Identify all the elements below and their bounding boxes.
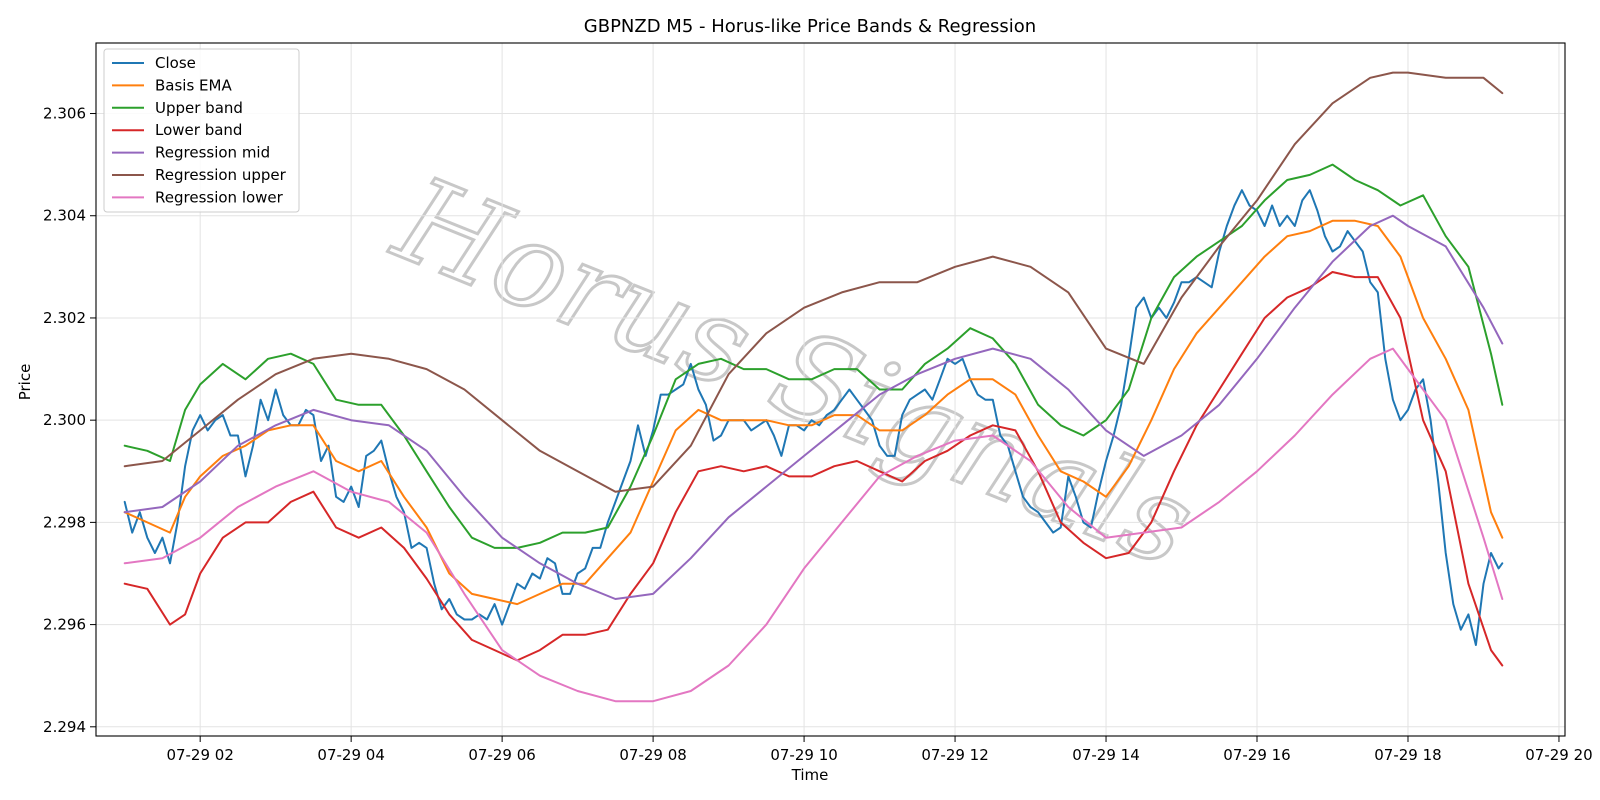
y-tick-label: 2.294 [43, 718, 86, 736]
legend-label-close: Close [155, 54, 196, 72]
x-tick-label: 07-29 14 [1072, 746, 1139, 764]
y-tick-label: 2.306 [43, 105, 86, 123]
legend-items: Close Basis EMA Upper band Lower band Regres… [112, 54, 287, 206]
legend-box [103, 48, 300, 213]
series-line-upper-band [123, 163, 1504, 549]
y-tick-label: 2.300 [43, 411, 86, 429]
legend: Close Basis EMA Upper band Lower band Regres… [103, 48, 300, 213]
series-line-basis-ema [123, 219, 1504, 606]
x-tick-label: 07-29 10 [770, 746, 837, 764]
x-tick-label: 07-29 08 [619, 746, 686, 764]
series-line-regression-upper [123, 71, 1504, 493]
series-line-regression-lower [123, 347, 1504, 703]
x-tick-label: 07-29 02 [166, 746, 233, 764]
plot-frame [95, 42, 1566, 737]
y-tick-label: 2.304 [43, 207, 86, 225]
x-tick-label: 07-29 04 [317, 746, 384, 764]
x-tick-label: 07-29 20 [1525, 746, 1592, 764]
x-axis-title: Time [791, 766, 829, 784]
series-line-lower-band [123, 271, 1504, 667]
y-tick-label: 2.298 [43, 513, 86, 531]
x-tick-label: 07-29 18 [1374, 746, 1441, 764]
x-tick-label: 07-29 06 [468, 746, 535, 764]
x-tick-label: 07-29 12 [921, 746, 988, 764]
legend-label-basis-ema: Basis EMA [155, 76, 232, 94]
legend-label-regression-lower: Regression lower [155, 188, 284, 206]
legend-label-regression-upper: Regression upper [155, 166, 287, 184]
y-tick-label: 2.302 [43, 309, 86, 327]
y-tick-label: 2.296 [43, 616, 86, 634]
legend-label-upper-band: Upper band [155, 99, 243, 117]
legend-label-lower-band: Lower band [155, 121, 242, 139]
axis-ticks: 07-29 02 07-29 04 07-29 06 07-29 08 07-29 10… [43, 105, 1593, 764]
grid-lines [96, 43, 1565, 736]
series-lines [123, 71, 1504, 703]
chart-title: GBPNZD M5 - Horus-like Price Bands & Reg… [584, 16, 1036, 37]
legend-label-regression-mid: Regression mid [155, 144, 270, 162]
x-tick-label: 07-29 16 [1223, 746, 1290, 764]
series-line-regression-mid [123, 214, 1504, 600]
y-axis-title: Price [16, 364, 34, 401]
